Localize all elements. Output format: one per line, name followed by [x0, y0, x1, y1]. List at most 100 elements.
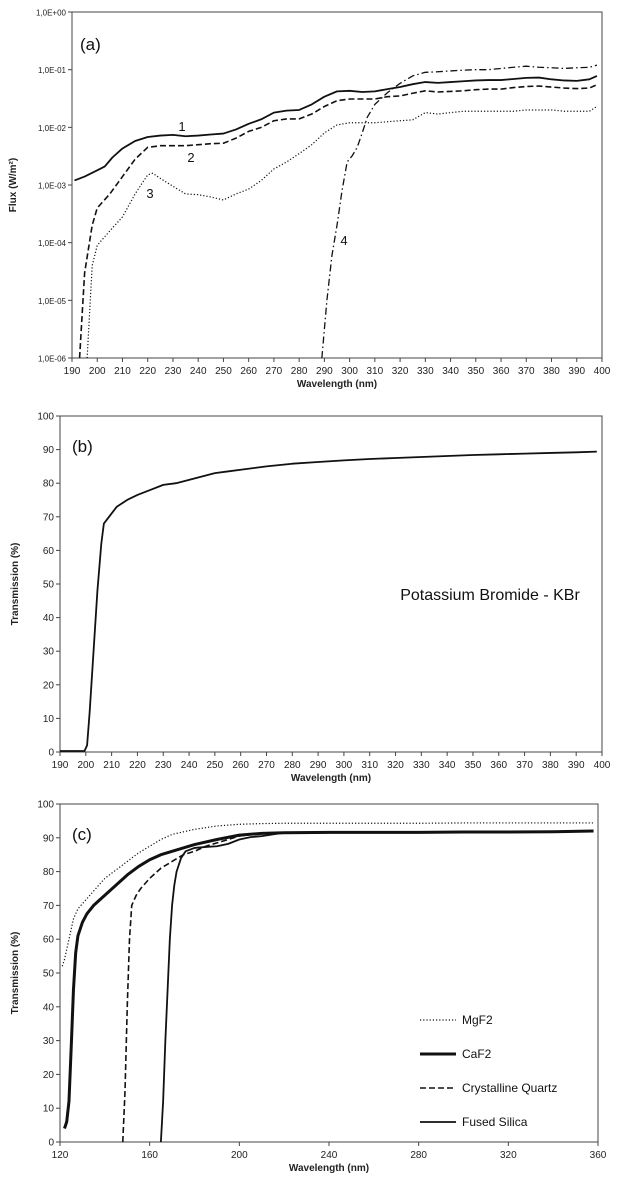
y-tick-label: 90 [43, 833, 55, 844]
panel-b-chart: 0 10 20 30 40 50 60 70 80 90 100 190 200 210 220 230 240… [10, 412, 611, 785]
x-tick-label: 310 [367, 366, 384, 377]
x-tick-label: 240 [181, 760, 198, 771]
panel-c-chart: 0 10 20 30 40 50 60 70 80 90 100 120 160 200 240 280 320… [10, 800, 607, 1175]
x-tick-label: 280 [410, 1150, 427, 1161]
x-tick-label: 360 [490, 760, 507, 771]
x-tick-label: 260 [232, 760, 249, 771]
legend-entry: MgF2 [462, 1013, 493, 1027]
series-line-curve-1 [74, 75, 598, 182]
y-tick-label: 20 [43, 1070, 55, 1081]
y-tick-label: 80 [43, 479, 55, 490]
x-tick-label: 230 [165, 366, 182, 377]
y-tick-label: 1,0E-03 [38, 182, 67, 191]
x-tick-label: 200 [231, 1150, 248, 1161]
y-tick-label: 0 [48, 1138, 54, 1149]
x-tick-label: 240 [190, 366, 207, 377]
series-line-crystalline-quartz [121, 830, 594, 1143]
y-tick-label: 30 [43, 647, 55, 658]
y-tick-label: 30 [43, 1036, 55, 1047]
legend-entry: Crystalline Quartz [462, 1081, 557, 1095]
y-tick-label: 100 [37, 412, 54, 423]
y-axis-label: Flux (W/m²) [8, 158, 19, 212]
legend-entry: CaF2 [462, 1047, 492, 1061]
x-tick-label: 210 [114, 366, 131, 377]
y-tick-label: 1,0E-05 [38, 297, 67, 306]
y-tick-label: 1,0E-01 [38, 66, 67, 75]
x-tick-label: 340 [439, 760, 456, 771]
y-tick-label: 0 [48, 748, 54, 759]
x-tick-label: 280 [284, 760, 301, 771]
x-tick-label: 390 [568, 760, 585, 771]
x-tick-label: 360 [493, 366, 510, 377]
x-tick-label: 350 [465, 760, 482, 771]
x-tick-label: 330 [413, 760, 430, 771]
x-tick-label: 250 [215, 366, 232, 377]
y-tick-label: 60 [43, 935, 55, 946]
x-tick-label: 300 [341, 366, 358, 377]
x-axis-label: Wavelength (nm) [291, 773, 371, 784]
x-tick-label: 340 [442, 366, 459, 377]
x-tick-label: 120 [52, 1150, 69, 1161]
x-tick-label: 220 [129, 760, 146, 771]
x-tick-label: 380 [543, 366, 560, 377]
series-line-curve-0 [60, 450, 597, 752]
x-tick-label: 400 [594, 366, 611, 377]
panel-a-chart: 1,0E-06 1,0E-05 1,0E-04 1,0E-03 1,0E-02 1,0E-… [8, 9, 611, 391]
legend-entry: Fused Silica [462, 1115, 528, 1129]
y-tick-label: 80 [43, 867, 55, 878]
y-tick-label: 70 [43, 512, 55, 523]
x-tick-label: 160 [141, 1150, 158, 1161]
x-tick-label: 250 [207, 760, 224, 771]
x-tick-label: 190 [64, 366, 81, 377]
panel-label: (a) [80, 35, 101, 54]
y-tick-label: 40 [43, 613, 55, 624]
x-tick-label: 310 [361, 760, 378, 771]
x-tick-label: 200 [77, 760, 94, 771]
x-axis-label: Wavelength (nm) [289, 1163, 369, 1174]
x-tick-label: 380 [542, 760, 559, 771]
y-tick-label: 100 [37, 800, 54, 811]
x-tick-label: 350 [467, 366, 484, 377]
y-tick-label: 10 [43, 1104, 55, 1115]
panel-label: (b) [72, 437, 93, 456]
x-tick-label: 290 [316, 366, 333, 377]
y-tick-label: 1,0E-04 [38, 239, 67, 248]
x-tick-label: 290 [310, 760, 327, 771]
x-tick-label: 390 [568, 366, 585, 377]
x-tick-label: 190 [52, 760, 69, 771]
x-tick-label: 370 [516, 760, 533, 771]
x-tick-label: 360 [590, 1150, 607, 1161]
plot-frame [71, 11, 603, 359]
curve-label: 4 [340, 233, 347, 248]
series-line-curve-2 [78, 83, 598, 359]
x-axis-label: Wavelength (nm) [297, 379, 377, 390]
x-tick-label: 300 [336, 760, 353, 771]
x-tick-label: 270 [266, 366, 283, 377]
x-tick-label: 400 [594, 760, 611, 771]
y-tick-label: 90 [43, 445, 55, 456]
x-tick-label: 320 [387, 760, 404, 771]
x-tick-label: 270 [258, 760, 275, 771]
x-tick-label: 370 [518, 366, 535, 377]
x-tick-label: 280 [291, 366, 308, 377]
chart-annotation: Potassium Bromide - KBr [400, 587, 580, 604]
series-line-curve-4 [321, 64, 598, 359]
x-tick-label: 260 [240, 366, 257, 377]
y-tick-label: 10 [43, 714, 55, 725]
y-tick-label: 70 [43, 901, 55, 912]
series-line-mgf2 [61, 822, 594, 967]
x-tick-label: 320 [500, 1150, 517, 1161]
y-tick-label: 50 [43, 580, 55, 591]
plot-frame [59, 415, 603, 753]
x-tick-label: 210 [103, 760, 120, 771]
series-line-fused-silica [159, 830, 594, 1143]
x-tick-label: 220 [139, 366, 156, 377]
curve-label: 2 [187, 150, 194, 165]
y-tick-label: 50 [43, 969, 55, 980]
y-tick-label: 1,0E-06 [38, 355, 67, 364]
x-tick-label: 320 [392, 366, 409, 377]
legend: MgF2 CaF2 Crystalline Quartz Fused Silica [420, 1013, 557, 1129]
curve-label: 1 [178, 119, 185, 134]
y-axis-label: Transmission (%) [10, 932, 21, 1015]
